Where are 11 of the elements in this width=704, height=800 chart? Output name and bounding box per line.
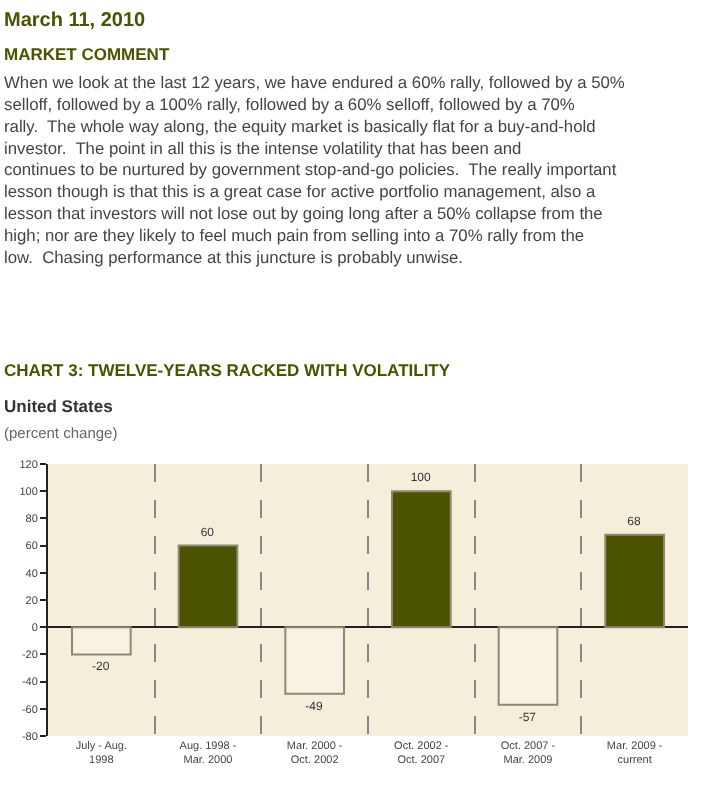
text: When we look at the last 12 years, we have endured a 60% rally, followed by a 50% selloff, followed by a 100% rally, followed by a 60% selloff, followed by a 70% rally. The whole way along, the equity market is basically flat for a buy-and-hold investor. The point in all this is the intense volatility that has been and continues to be nurtured by government stop-and-go policies. The really important lesson though is that this is a great case for active portfolio management, also a lesson that investors will not lose out by going long after a 50% collapse from the high; nor are they likely to feel much pain from selling into a 70% rally from the low. Chasing performance at this juncture is probably unwise. [4,72,625,267]
bar [391,490,452,629]
text: March 11, 2010 [4,10,147,32]
text: MARKET COMMENT [4,44,171,64]
bar [604,533,665,629]
bar [177,544,239,629]
bar [497,626,559,706]
bar [284,626,345,695]
chart-title: CHART 3: TWELVE-YEARS RACKED WITH VOLATILITY [4,360,451,380]
chart-subtitle: United States [4,396,114,416]
bar [71,626,132,656]
